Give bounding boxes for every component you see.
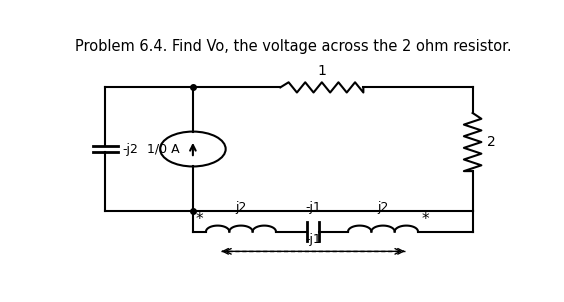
Text: j2: j2 — [235, 201, 246, 214]
Text: 1/0 A: 1/0 A — [147, 143, 180, 156]
Text: Problem 6.4. Find Vo, the voltage across the 2 ohm resistor.: Problem 6.4. Find Vo, the voltage across… — [75, 39, 512, 53]
Text: -j1: -j1 — [305, 233, 321, 246]
Text: *: * — [196, 212, 203, 227]
Text: -j1: -j1 — [305, 201, 321, 214]
Text: -j2: -j2 — [122, 143, 138, 156]
Text: j2: j2 — [377, 201, 389, 214]
Text: *: * — [422, 212, 429, 227]
Text: 1: 1 — [318, 64, 326, 78]
Text: 2: 2 — [487, 135, 495, 149]
